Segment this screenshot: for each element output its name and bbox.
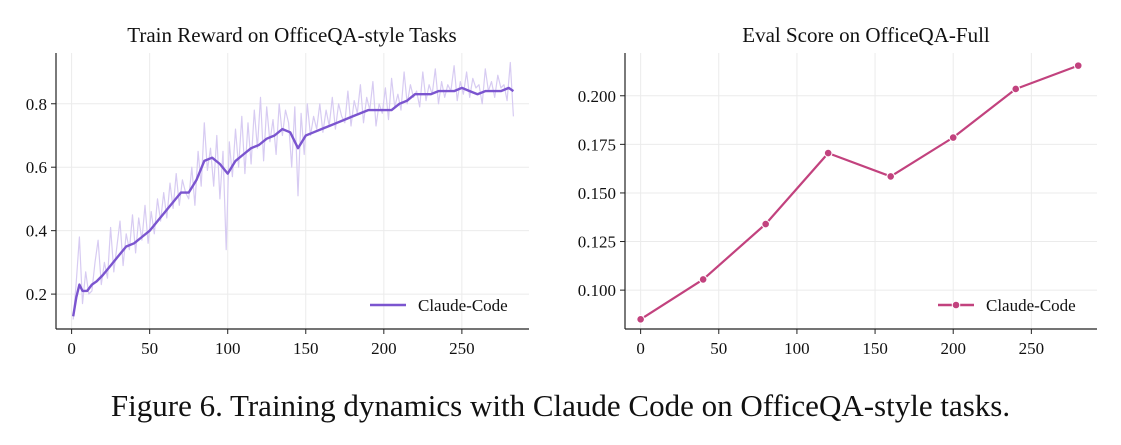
legend: Claude-Code [938, 296, 1076, 315]
ticks: 0 50 100 150 200 250 0.100 0.125 0.150 0.175 0.200 [578, 87, 1044, 358]
grid [625, 53, 1097, 329]
axes [624, 53, 1097, 330]
figure-caption: Figure 6. Training dynamics with Claude … [110, 388, 1011, 423]
axes [55, 53, 529, 330]
chart-title: Eval Score on OfficeQA-Full [742, 23, 990, 47]
series [636, 61, 1083, 324]
x-tick-label: 50 [710, 339, 727, 358]
y-tick-label: 0.200 [578, 87, 616, 106]
x-tick-label: 50 [141, 339, 158, 358]
y-tick-label: 0.8 [26, 95, 47, 114]
x-tick-label: 0 [67, 339, 76, 358]
chart-title: Train Reward on OfficeQA-style Tasks [127, 23, 456, 47]
x-tick-label: 100 [215, 339, 241, 358]
y-tick-label: 0.125 [578, 233, 616, 252]
data-point [886, 172, 895, 181]
x-tick-label: 100 [784, 339, 810, 358]
series-line-claude-code [640, 64, 1079, 321]
eval-score-chart: Eval Score on OfficeQA-Full 0 50 100 150 200… [578, 23, 1097, 358]
x-tick-label: 200 [940, 339, 966, 358]
data-point [1073, 61, 1083, 70]
legend-marker [951, 300, 961, 310]
grid [56, 53, 529, 329]
x-tick-label: 150 [293, 339, 319, 358]
data-point [948, 133, 958, 142]
series-line-claude-code [72, 86, 515, 317]
x-tick-label: 250 [449, 339, 475, 358]
data-point [761, 219, 770, 229]
x-tick-label: 250 [1019, 339, 1045, 358]
y-tick-label: 0.6 [26, 158, 47, 177]
data-point [823, 148, 833, 158]
x-tick-label: 200 [371, 339, 397, 358]
data-point [636, 314, 645, 324]
legend-label: Claude-Code [986, 296, 1076, 315]
raw-series [72, 61, 514, 320]
series [72, 86, 515, 317]
y-tick-label: 0.100 [578, 281, 616, 300]
data-point [1011, 84, 1021, 94]
y-tick-label: 0.4 [26, 222, 48, 241]
data-point [698, 275, 708, 284]
ticks: 0 50 100 150 200 250 0.2 0.4 0.6 0.8 [26, 95, 475, 358]
y-tick-label: 0.175 [578, 135, 616, 154]
legend: Claude-Code [370, 296, 508, 315]
y-tick-label: 0.2 [26, 285, 47, 304]
raw-reward-line [72, 61, 514, 320]
y-tick-label: 0.150 [578, 184, 616, 203]
x-tick-label: 0 [636, 339, 645, 358]
x-tick-label: 150 [862, 339, 888, 358]
legend-label: Claude-Code [418, 296, 508, 315]
train-reward-chart: Train Reward on OfficeQA-style Tasks 0 50… [26, 23, 529, 358]
